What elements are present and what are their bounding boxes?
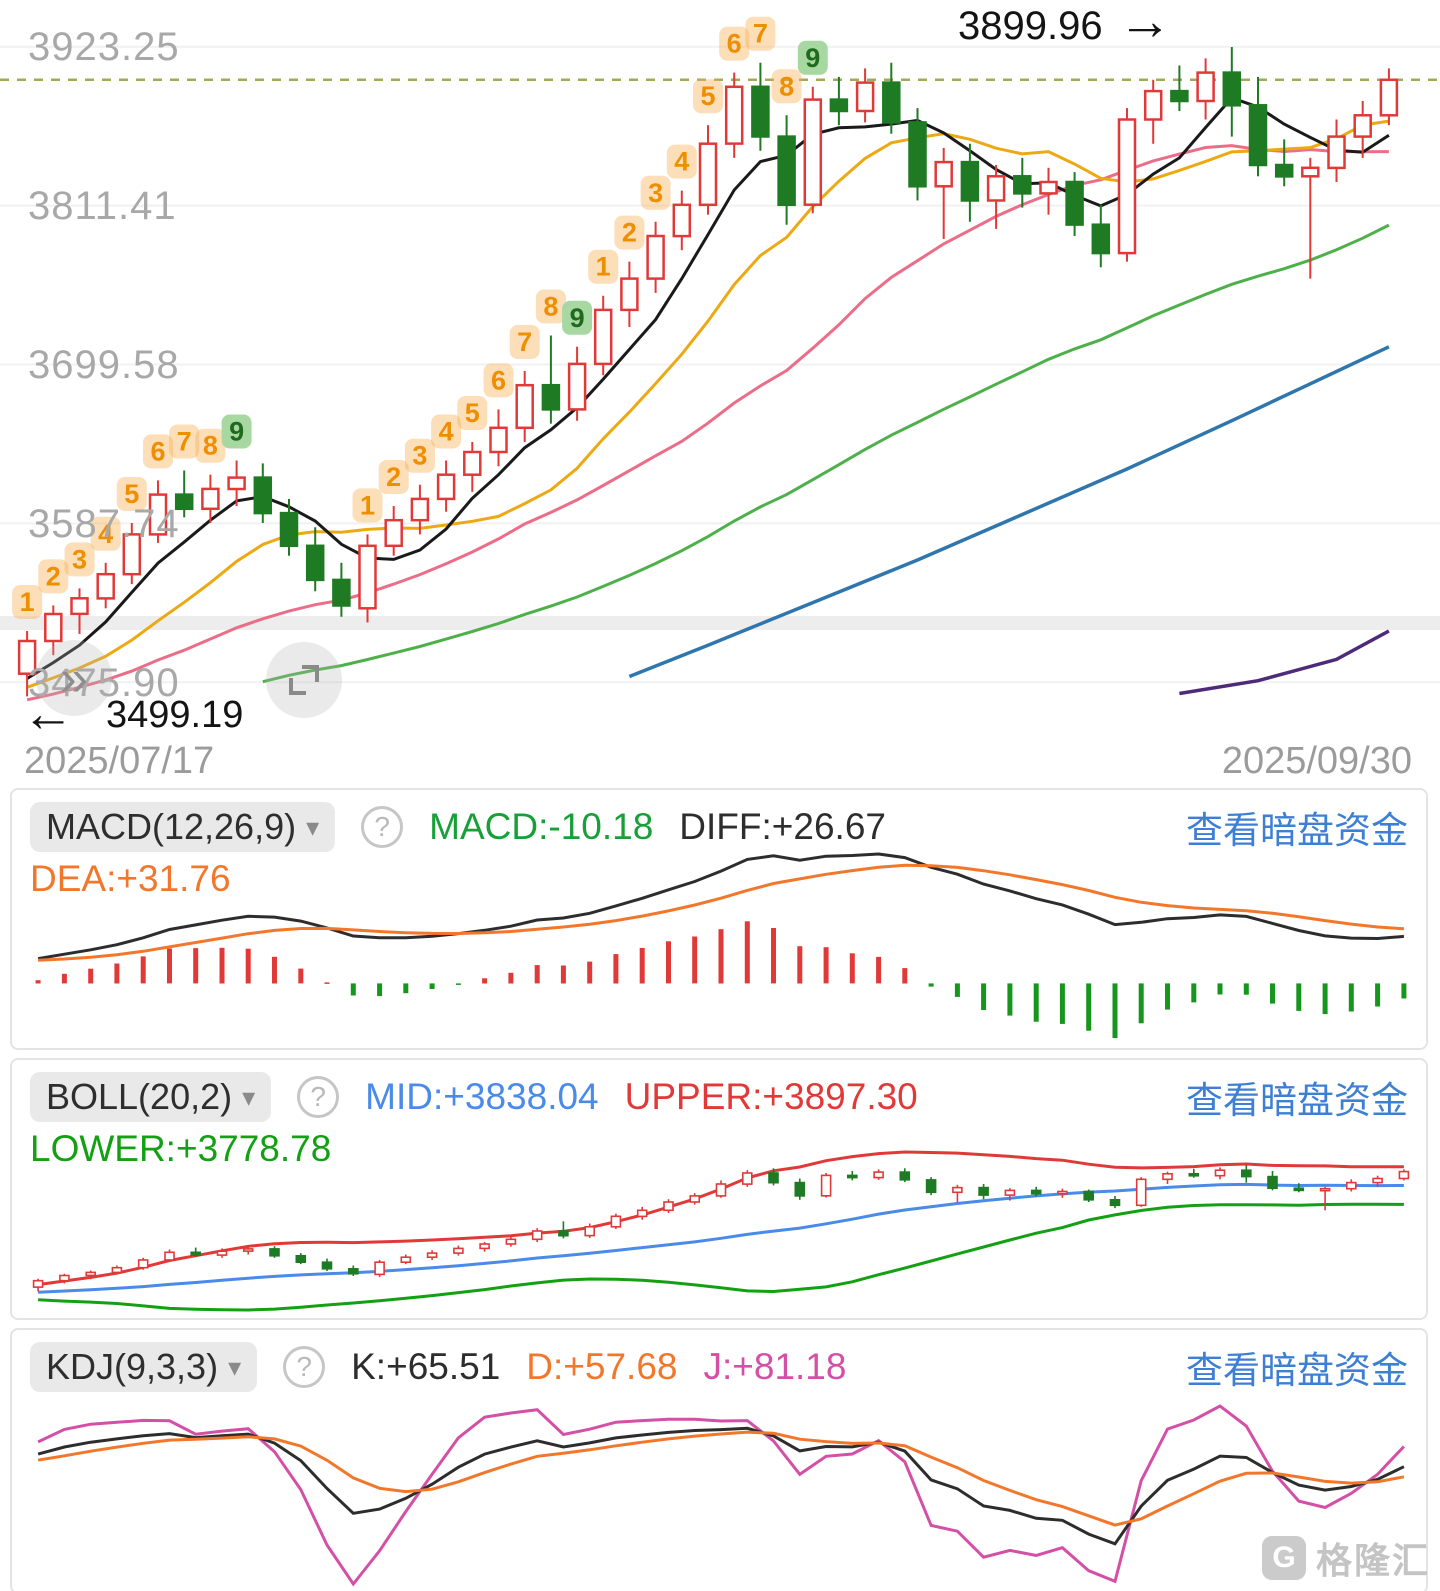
kdj-header: KDJ(9,3,3) ▾ ? K:+65.51 D:+57.68 J:+81.1… [12,1330,1426,1394]
y-axis-label: 3587.74 [28,502,180,546]
upper-value: UPPER:+3897.30 [624,1076,918,1117]
svg-text:7: 7 [517,327,532,357]
diff-value: DIFF:+26.67 [679,806,886,847]
watermark-text: 格隆汇 [1316,1540,1431,1581]
boll-header-line2: LOWER:+3778.78 [12,1124,1426,1170]
grid-lines [0,45,1440,684]
y-axis-label: 3475.90 [28,661,180,705]
kdj-canvas[interactable] [13,1400,1428,1590]
candles [17,47,1399,697]
svg-text:4: 4 [98,519,113,549]
y-axis-label: 3811.41 [28,184,177,228]
svg-text:1: 1 [596,252,611,282]
svg-text:2: 2 [46,561,61,591]
svg-text:2: 2 [386,462,401,492]
dark-pool-link[interactable]: 查看暗盘资金 [1186,1350,1408,1391]
help-icon[interactable]: ? [297,1076,340,1118]
dropdown-icon: ▾ [242,1081,256,1112]
help-icon[interactable]: ? [361,806,404,848]
last-price-label: 3899.96 [958,4,1103,48]
svg-text:9: 9 [805,43,820,73]
kdj-panel: KDJ(9,3,3) ▾ ? K:+65.51 D:+57.68 J:+81.1… [10,1328,1428,1591]
svg-text:3: 3 [412,441,427,471]
macd-value: MACD:-10.18 [429,806,654,847]
k-value: K:+65.51 [351,1346,501,1387]
svg-text:2: 2 [622,218,637,248]
mid-value: MID:+3838.04 [365,1076,599,1117]
macd-header-line2: DEA:+31.76 [12,854,1426,900]
ma-60-line [628,345,1390,679]
svg-text:1: 1 [360,490,375,520]
boll-mini-candles [32,1165,1410,1292]
expand-drawer-button[interactable]: » [36,640,112,716]
macd-lines [37,852,1405,962]
svg-text:9: 9 [570,303,585,333]
svg-text:6: 6 [491,365,506,395]
dea-value: DEA:+31.76 [30,858,231,899]
boll-header: BOLL(20,2) ▾ ? MID:+3838.04 UPPER:+3897.… [12,1060,1426,1124]
svg-text:7: 7 [177,427,192,457]
watermark: G 格隆汇 [1262,1532,1430,1584]
macd-canvas[interactable] [13,846,1428,1046]
date-end-label: 2025/09/30 [1221,740,1412,782]
svg-text:5: 5 [465,398,480,428]
help-icon[interactable]: ? [283,1346,326,1388]
period-low-label: 3499.19 [106,694,244,736]
j-value: J:+81.18 [703,1346,847,1387]
lower-value: LOWER:+3778.78 [30,1128,332,1169]
macd-histogram [35,921,1407,1038]
svg-text:3: 3 [648,178,663,208]
svg-text:5: 5 [700,81,715,111]
kdj-lines [37,1404,1405,1587]
boll-canvas[interactable] [13,1146,1428,1316]
svg-text:5: 5 [124,479,139,509]
dark-pool-link[interactable]: 查看暗盘资金 [1186,1080,1408,1121]
svg-text:6: 6 [150,436,165,466]
dropdown-icon: ▾ [228,1351,242,1382]
svg-text:1: 1 [20,587,35,617]
svg-text:8: 8 [203,431,218,461]
chevrons-right-icon: » [60,650,88,706]
fullscreen-button[interactable] [266,642,342,718]
arrow-left-icon: ← [22,685,74,743]
macd-panel: MACD(12,26,9) ▾ ? MACD:-10.18 DIFF:+26.6… [10,788,1428,1050]
y-axis-label: 3923.25 [28,25,180,69]
svg-text:8: 8 [779,71,794,101]
arrow-right-icon: → [1118,0,1172,51]
indicator-name: MACD(12,26,9) [46,806,297,847]
kdj-indicator-selector[interactable]: KDJ(9,3,3) ▾ [30,1342,258,1392]
svg-text:4: 4 [674,147,689,177]
boll-panel: BOLL(20,2) ▾ ? MID:+3838.04 UPPER:+3897.… [10,1058,1428,1320]
svg-text:7: 7 [753,19,768,49]
macd-header: MACD(12,26,9) ▾ ? MACD:-10.18 DIFF:+26.6… [12,790,1426,854]
macd-indicator-selector[interactable]: MACD(12,26,9) ▾ [30,802,336,852]
d-value: D:+57.68 [526,1346,678,1387]
svg-text:8: 8 [543,292,558,322]
svg-text:6: 6 [727,29,742,59]
indicator-name: BOLL(20,2) [46,1076,233,1117]
date-start-label: 2025/07/17 [24,740,215,782]
dark-pool-link[interactable]: 查看暗盘资金 [1186,810,1408,851]
ma-long-line [1179,629,1390,696]
indicator-name: KDJ(9,3,3) [46,1346,219,1387]
boll-indicator-selector[interactable]: BOLL(20,2) ▾ [30,1072,272,1122]
svg-text:4: 4 [439,417,454,447]
dropdown-icon: ▾ [306,811,320,842]
svg-text:9: 9 [229,417,244,447]
fullscreen-icon [289,665,319,695]
svg-text:3: 3 [72,544,87,574]
y-axis-label: 3699.58 [28,343,180,387]
gelonghui-logo-icon: G [1262,1536,1306,1580]
